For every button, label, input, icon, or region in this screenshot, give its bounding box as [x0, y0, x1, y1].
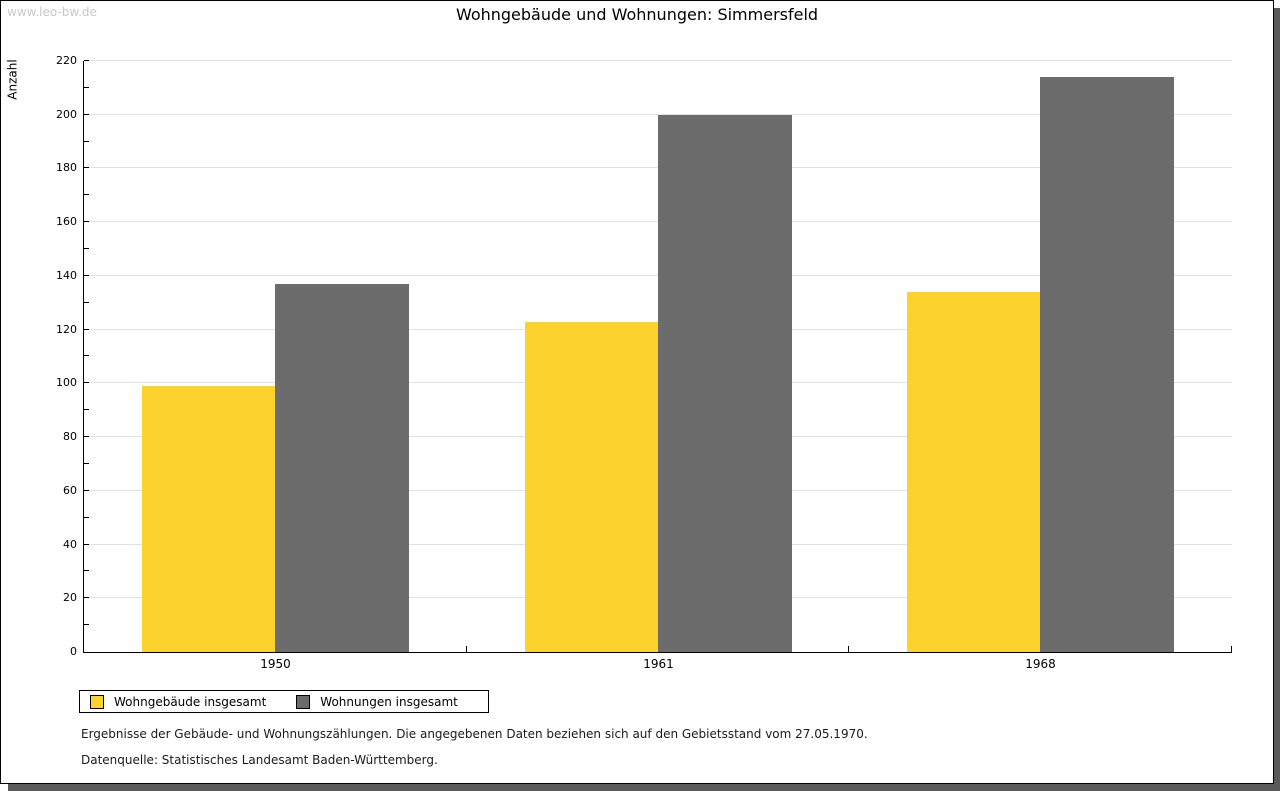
- y-tick-30: [84, 570, 89, 571]
- bar-wohnungen-insgesamt-1950: [275, 284, 409, 652]
- plot-area: 0 20 40 60 80 100 120 140 160 180 200 220 1950 1961 19…: [56, 54, 1232, 671]
- y-tick-label-0: 0: [70, 645, 77, 658]
- y-tick-40: [84, 544, 89, 545]
- gridline-y-200: [84, 114, 1232, 115]
- y-tick-100: [84, 382, 89, 383]
- y-tick-label-20: 20: [63, 591, 77, 604]
- legend-label-2: Wohnungen insgesamt: [320, 694, 458, 709]
- page-shadow-right: [1274, 8, 1280, 791]
- y-tick-70: [84, 463, 89, 464]
- gridline-y-220: [84, 60, 1232, 61]
- chart-title: Wohngebäude und Wohnungen: Simmersfeld: [455, 5, 819, 24]
- legend-swatch-1: [90, 694, 104, 709]
- bar-wohngebäude-insgesamt-1950: [142, 386, 275, 652]
- y-tick-150: [84, 248, 89, 249]
- y-tick-220: [84, 60, 89, 61]
- y-tick-label-80: 80: [63, 430, 77, 443]
- y-tick-label-200: 200: [56, 108, 77, 121]
- y-tick-label-120: 120: [56, 323, 77, 336]
- y-tick-200: [84, 114, 89, 115]
- y-tick-210: [84, 87, 89, 88]
- x-tick-label-1961: 1961: [643, 657, 674, 671]
- y-tick-90: [84, 409, 89, 410]
- x-axis-tick-3: [1231, 646, 1232, 652]
- y-tick-120: [84, 329, 89, 330]
- legend-swatch-2: [296, 694, 311, 709]
- y-tick-190: [84, 141, 89, 142]
- y-axis-label: Anzahl: [5, 59, 20, 100]
- y-tick-60: [84, 490, 89, 491]
- legend: Wohngebäude insgesamt Wohnungen insgesamt: [79, 690, 489, 713]
- y-tick-170: [84, 194, 89, 195]
- page-shadow-bottom: [8, 784, 1280, 791]
- x-tick-label-1968: 1968: [1025, 657, 1056, 671]
- y-tick-80: [84, 436, 89, 437]
- legend-item-2: Wohnungen insgesamt: [296, 694, 458, 709]
- y-tick-110: [84, 355, 89, 356]
- bar-wohnungen-insgesamt-1968: [1040, 77, 1174, 652]
- y-tick-label-100: 100: [56, 376, 77, 389]
- x-axis-tick-2: [848, 646, 849, 652]
- footnote-datenquelle: Datenquelle: Statistisches Landesamt Bad…: [81, 753, 438, 767]
- legend-item-1: Wohngebäude insgesamt: [90, 694, 267, 709]
- y-tick-label-220: 220: [56, 54, 77, 67]
- y-tick-label-140: 140: [56, 269, 77, 282]
- y-tick-160: [84, 221, 89, 222]
- y-tick-label-60: 60: [63, 484, 77, 497]
- bar-wohnungen-insgesamt-1961: [658, 115, 792, 652]
- x-axis-tick-1: [466, 646, 467, 652]
- y-tick-140: [84, 275, 89, 276]
- y-tick-20: [84, 597, 89, 598]
- y-tick-label-180: 180: [56, 161, 77, 174]
- y-tick-10: [84, 624, 89, 625]
- x-tick-label-1950: 1950: [260, 657, 291, 671]
- y-tick-label-40: 40: [63, 538, 77, 551]
- watermark: www.leo-bw.de: [7, 5, 97, 19]
- y-tick-50: [84, 517, 89, 518]
- footnote-gebietsstand: Ergebnisse der Gebäude- und Wohnungszähl…: [81, 727, 868, 741]
- y-tick-130: [84, 302, 89, 303]
- legend-label-1: Wohngebäude insgesamt: [114, 694, 267, 709]
- bar-wohngebäude-insgesamt-1961: [525, 322, 658, 652]
- y-tick-180: [84, 167, 89, 168]
- bar-wohngebäude-insgesamt-1968: [907, 292, 1040, 652]
- y-tick-label-160: 160: [56, 215, 77, 228]
